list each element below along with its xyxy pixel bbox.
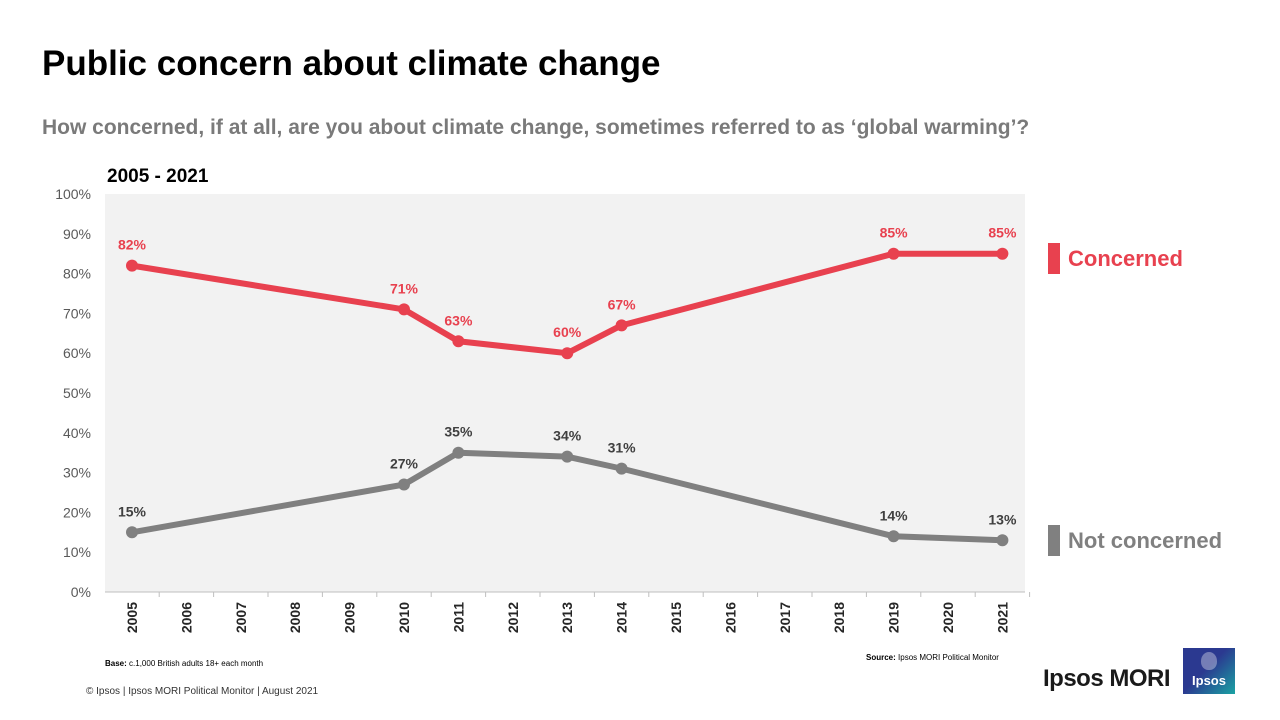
- data-label-not-concerned: 27%: [390, 456, 419, 472]
- data-point-not-concerned: [452, 446, 465, 459]
- footer-copyright: © Ipsos | Ipsos MORI Political Monitor |…: [86, 686, 319, 697]
- y-tick-label: 0%: [71, 584, 91, 600]
- data-label-not-concerned: 14%: [880, 507, 909, 523]
- data-label-concerned: 63%: [444, 312, 473, 328]
- y-tick-label: 100%: [55, 186, 91, 202]
- data-label-concerned: 71%: [390, 280, 419, 296]
- ipsos-logo: Ipsos: [1183, 648, 1235, 694]
- page-subtitle: How concerned, if at all, are you about …: [42, 116, 1030, 139]
- x-tick-label: 2005: [124, 602, 140, 633]
- data-point-concerned: [126, 259, 138, 272]
- legend-not-concerned: Not concerned: [1048, 525, 1222, 556]
- legend-concerned: Concerned: [1048, 243, 1183, 274]
- legend-concerned-label: Concerned: [1068, 245, 1183, 271]
- data-label-concerned: 82%: [118, 237, 147, 253]
- data-label-concerned: 85%: [988, 225, 1017, 241]
- data-label-concerned: 60%: [553, 324, 582, 340]
- x-tick-label: 2021: [994, 602, 1010, 633]
- base-note: Base: c.1,000 British adults 18+ each mo…: [105, 659, 263, 668]
- legend-not-concerned-swatch: [1048, 525, 1060, 556]
- y-tick-label: 60%: [63, 345, 91, 361]
- data-point-concerned: [615, 319, 628, 332]
- data-label-not-concerned: 15%: [118, 503, 147, 519]
- base-note-label: Base:: [105, 659, 127, 668]
- base-note-text: c.1,000 British adults 18+ each month: [126, 659, 264, 668]
- x-tick-label: 2016: [722, 602, 738, 633]
- chart-title: 2005 - 2021: [107, 166, 209, 187]
- data-point-not-concerned: [887, 530, 900, 543]
- y-tick-label: 80%: [63, 266, 91, 282]
- data-label-not-concerned: 31%: [608, 440, 637, 456]
- x-tick-label: 2014: [614, 602, 630, 633]
- y-tick-label: 20%: [63, 504, 91, 520]
- y-tick-label: 90%: [63, 226, 91, 242]
- x-tick-label: 2010: [396, 602, 412, 633]
- data-point-concerned: [996, 247, 1009, 260]
- y-tick-label: 50%: [63, 385, 91, 401]
- logo-text: Ipsos: [1192, 673, 1226, 688]
- x-tick-label: 2019: [886, 602, 902, 633]
- x-tick-label: 2008: [287, 602, 303, 633]
- y-tick-label: 40%: [63, 425, 91, 441]
- x-tick-label: 2018: [831, 602, 847, 633]
- legend-not-concerned-label: Not concerned: [1068, 527, 1223, 553]
- data-point-not-concerned: [126, 526, 138, 539]
- y-tick-label: 70%: [63, 305, 91, 321]
- data-point-not-concerned: [615, 462, 628, 475]
- data-point-concerned: [887, 247, 900, 260]
- data-label-not-concerned: 34%: [553, 428, 582, 444]
- x-tick-label: 2011: [450, 602, 466, 633]
- legend-concerned-swatch: [1048, 243, 1060, 274]
- x-tick-label: 2009: [342, 602, 358, 633]
- y-tick-label: 30%: [63, 465, 91, 481]
- brand-name: Ipsos MORI: [1043, 665, 1171, 692]
- page-title: Public concern about climate change: [42, 44, 661, 83]
- source-note-label: Source:: [866, 653, 896, 662]
- x-tick-label: 2006: [178, 602, 194, 633]
- x-tick-label: 2007: [233, 602, 249, 633]
- source-note: Source: Ipsos MORI Political Monitor: [866, 653, 999, 662]
- logo-figure-icon: [1201, 652, 1217, 670]
- data-label-not-concerned: 35%: [444, 424, 473, 440]
- x-tick-label: 2015: [668, 602, 684, 633]
- x-tick-label: 2020: [940, 602, 956, 633]
- x-tick-label: 2017: [777, 602, 793, 633]
- data-point-concerned: [561, 347, 574, 360]
- y-tick-label: 10%: [63, 544, 91, 560]
- data-label-not-concerned: 13%: [988, 511, 1017, 527]
- data-point-concerned: [398, 303, 410, 316]
- data-point-concerned: [452, 335, 465, 348]
- data-label-concerned: 67%: [608, 296, 637, 312]
- data-label-concerned: 85%: [880, 225, 909, 241]
- data-point-not-concerned: [398, 478, 410, 491]
- x-tick-label: 2012: [505, 602, 521, 633]
- source-note-text: Ipsos MORI Political Monitor: [895, 653, 999, 662]
- x-tick-label: 2013: [559, 602, 575, 633]
- data-point-not-concerned: [561, 450, 574, 463]
- data-point-not-concerned: [996, 534, 1009, 547]
